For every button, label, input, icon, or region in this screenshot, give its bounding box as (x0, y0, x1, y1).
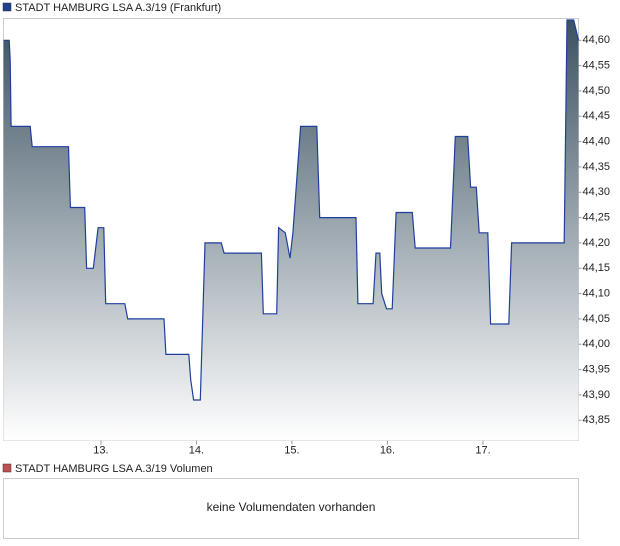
legend-swatch (2, 463, 12, 473)
price-line (3, 19, 580, 401)
y-tick-label: 44,05 (583, 313, 611, 325)
y-tick-label: 43,90 (583, 389, 611, 401)
volume-frame (3, 478, 579, 539)
x-tick-label: 16. (380, 444, 395, 456)
y-tick-label: 44,35 (583, 161, 611, 173)
y-tick-label: 44,15 (583, 262, 611, 274)
legend-label: STADT HAMBURG LSA A.3/19 (Frankfurt) (15, 2, 221, 14)
x-tick-label: 13. (93, 444, 108, 456)
area-fill (3, 20, 579, 441)
volume-message: keine Volumendaten vorhanden (207, 500, 376, 514)
x-tick-label: 15. (284, 444, 299, 456)
y-tick-label: 44,25 (583, 212, 611, 224)
y-tick-label: 43,95 (583, 363, 611, 375)
y-tick-label: 44,20 (583, 237, 611, 249)
y-tick-label: 44,60 (583, 34, 611, 46)
y-tick-label: 43,85 (583, 414, 611, 426)
x-tick-label: 14. (189, 444, 204, 456)
y-tick-label: 44,30 (583, 186, 611, 198)
x-tick-label: 17. (475, 444, 490, 456)
y-tick-label: 44,00 (583, 338, 611, 350)
legend-swatch (2, 2, 12, 12)
legend-label: STADT HAMBURG LSA A.3/19 Volumen (15, 463, 213, 475)
y-tick-label: 44,50 (583, 85, 611, 97)
y-tick-label: 44,55 (583, 60, 611, 72)
y-tick-label: 44,40 (583, 136, 611, 148)
y-tick-label: 44,45 (583, 110, 611, 122)
y-tick-label: 44,10 (583, 287, 611, 299)
